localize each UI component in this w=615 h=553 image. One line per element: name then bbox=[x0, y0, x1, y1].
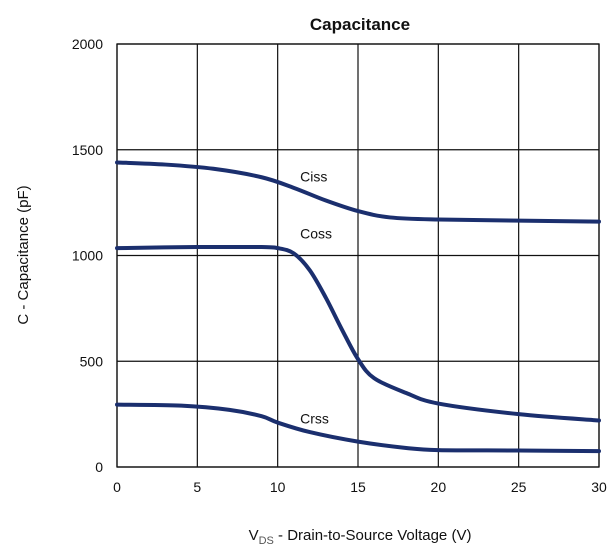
x-axis-label-subscript: DS bbox=[259, 535, 274, 547]
x-tick-label: 0 bbox=[113, 479, 121, 495]
y-axis-label: C - Capacitance (pF) bbox=[15, 185, 32, 324]
x-axis-label-rest: - Drain-to-Source Voltage (V) bbox=[274, 527, 472, 544]
series-line-ciss bbox=[115, 160, 601, 224]
x-tick-label: 5 bbox=[193, 479, 201, 495]
y-tick-label: 0 bbox=[95, 459, 103, 475]
y-tick-label: 1500 bbox=[72, 142, 103, 158]
series-line-coss bbox=[115, 244, 601, 423]
plot-frame bbox=[116, 43, 600, 468]
y-tick-label: 2000 bbox=[72, 36, 103, 52]
x-tick-label: 20 bbox=[431, 479, 447, 495]
series-lines bbox=[115, 160, 601, 454]
chart-title: Capacitance bbox=[310, 15, 410, 34]
series-labels: Ciss Coss Crss bbox=[300, 168, 332, 426]
y-tick-label: 500 bbox=[80, 353, 104, 369]
x-tick-label: 15 bbox=[350, 479, 366, 495]
y-tick-labels: 0 500 1000 1500 2000 bbox=[72, 36, 103, 475]
grid bbox=[116, 43, 600, 468]
x-tick-label: 30 bbox=[591, 479, 607, 495]
x-tick-label: 10 bbox=[270, 479, 286, 495]
series-label-ciss: Ciss bbox=[300, 168, 327, 184]
x-axis-label: VDS - Drain-to-Source Voltage (V) bbox=[249, 527, 472, 547]
series-label-coss: Coss bbox=[300, 226, 332, 242]
x-axis-label-main: V bbox=[249, 527, 259, 544]
series-label-crss: Crss bbox=[300, 411, 329, 427]
y-tick-label: 1000 bbox=[72, 248, 103, 264]
x-tick-label: 25 bbox=[511, 479, 527, 495]
x-tick-labels: 0 5 10 15 20 25 30 bbox=[113, 479, 607, 495]
series-line-crss bbox=[115, 402, 601, 454]
